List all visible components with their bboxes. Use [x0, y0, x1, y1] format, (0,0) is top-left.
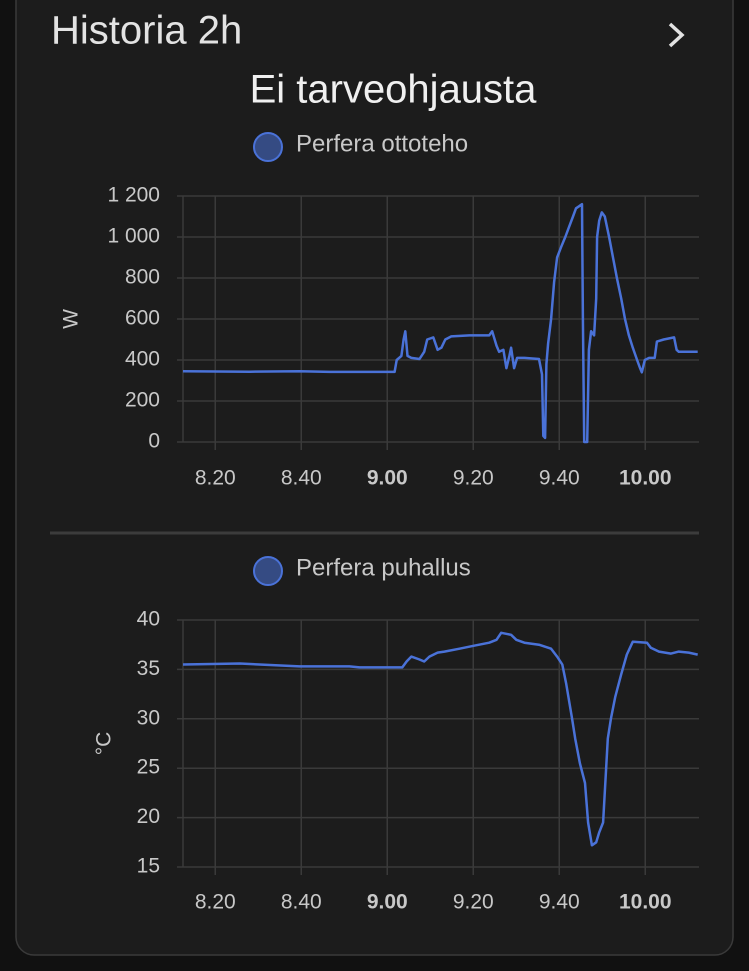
y-tick-label: 25	[137, 756, 160, 779]
card-title: Historia 2h	[51, 9, 242, 53]
y-tick-label: 200	[125, 389, 160, 412]
y-axis-title: W	[60, 309, 83, 329]
y-tick-label: 0	[148, 430, 160, 453]
more-chevron[interactable]	[668, 22, 685, 48]
y-tick-label: 800	[125, 266, 160, 289]
card-subtitle: Ei tarveohjausta	[250, 68, 538, 112]
y-tick-label: 15	[137, 855, 160, 878]
y-tick-label: 40	[137, 608, 160, 631]
x-tick-label: 9.40	[539, 467, 580, 490]
y-tick-label: 35	[137, 657, 160, 680]
y-tick-label: 600	[125, 307, 160, 330]
x-tick-label: 9.20	[453, 467, 494, 490]
y-tick-label: 30	[137, 706, 160, 729]
legend-swatch[interactable]	[253, 132, 283, 162]
x-tick-label: 9.00	[367, 891, 408, 914]
x-tick-label: 9.20	[453, 891, 494, 914]
x-tick-label: 9.40	[539, 891, 580, 914]
legend-label[interactable]: Perfera ottoteho	[296, 130, 468, 157]
y-tick-label: 1 000	[107, 225, 160, 248]
card	[15, 0, 734, 956]
y-tick-label: 1 200	[107, 184, 160, 207]
y-tick-label: 20	[137, 805, 160, 828]
x-tick-label: 8.20	[195, 891, 236, 914]
series-line	[182, 631, 698, 847]
y-axis-title: °C	[93, 732, 116, 756]
series-line	[182, 202, 698, 444]
x-tick-label: 9.00	[367, 467, 408, 490]
y-tick-label: 400	[125, 348, 160, 371]
x-tick-label: 8.40	[281, 891, 322, 914]
x-tick-label: 8.40	[281, 467, 322, 490]
x-tick-label: 8.20	[195, 467, 236, 490]
legend-label[interactable]: Perfera puhallus	[296, 554, 471, 581]
x-tick-label: 10.00	[619, 891, 672, 914]
legend-swatch[interactable]	[253, 556, 283, 586]
x-tick-label: 10.00	[619, 467, 672, 490]
